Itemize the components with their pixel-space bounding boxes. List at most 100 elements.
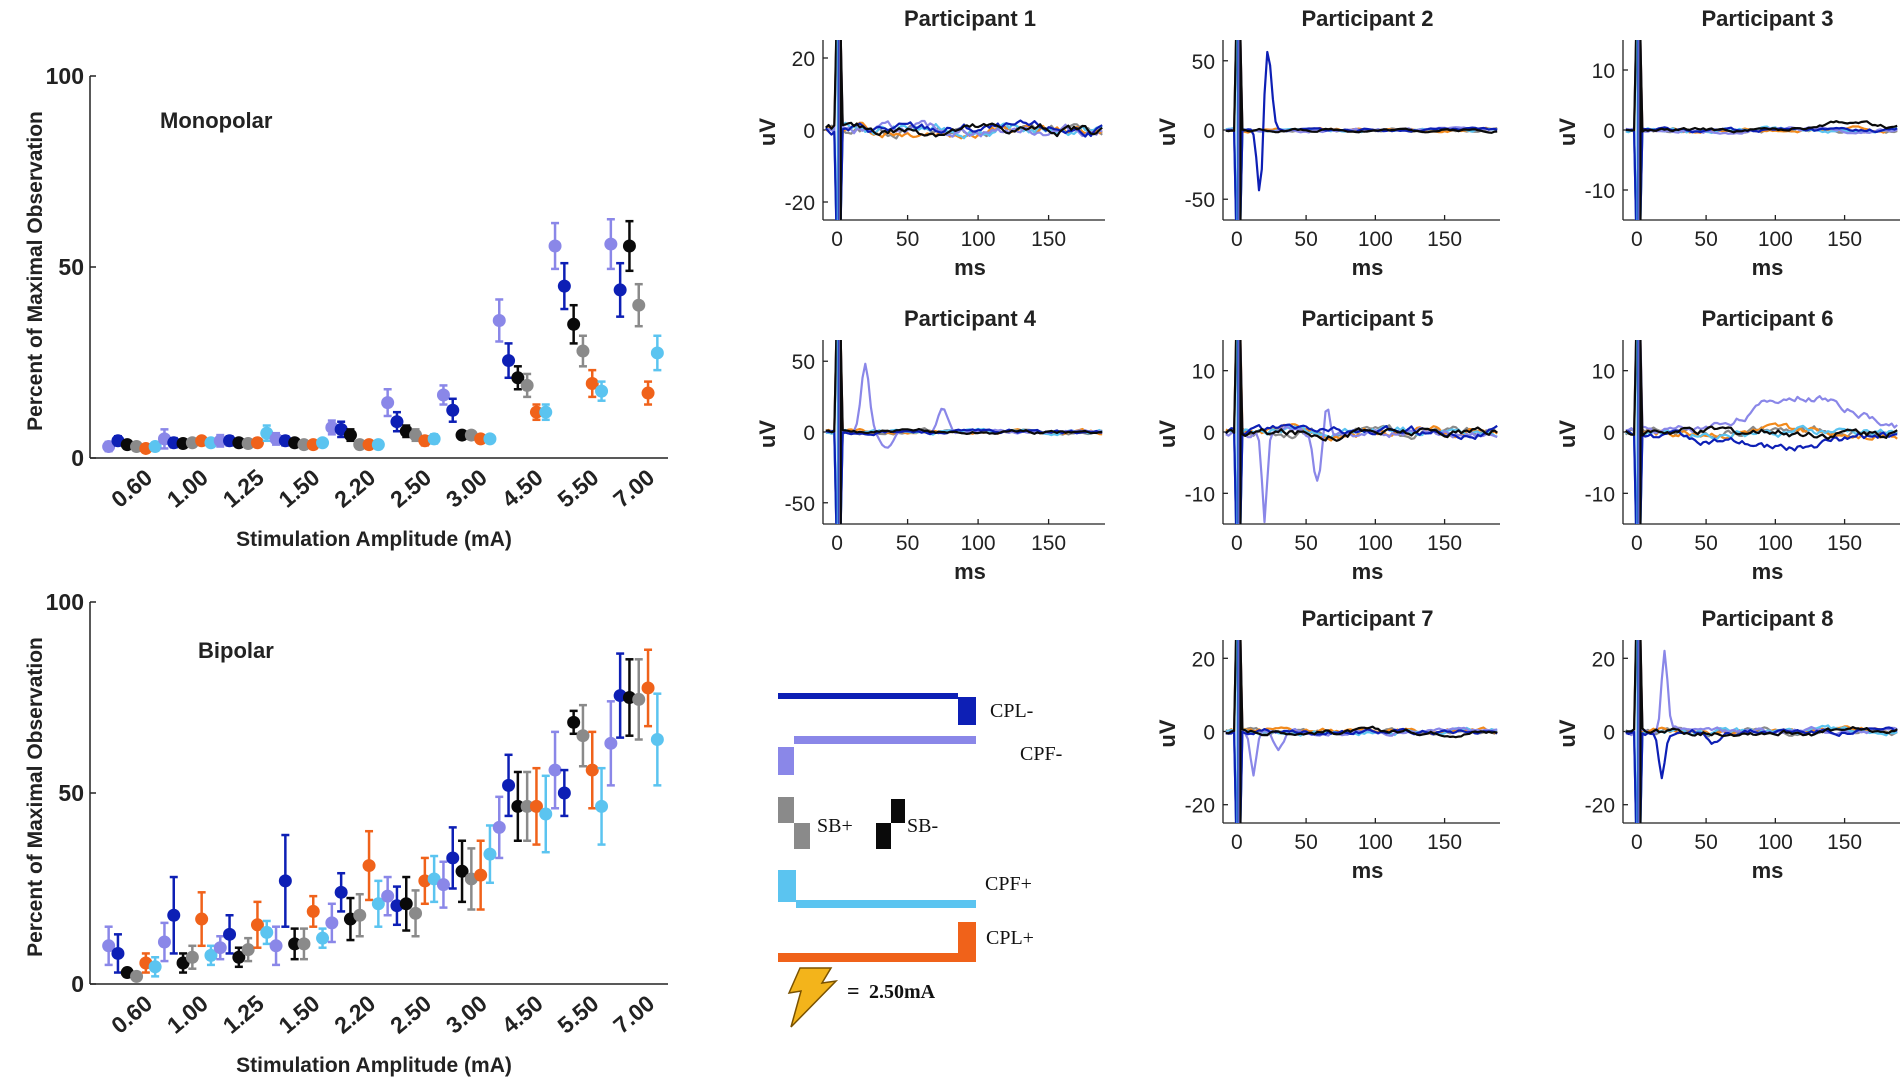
y-tick-label: 100 [46,63,84,89]
data-point [632,692,646,706]
lightning-bolt-icon [787,967,839,1028]
data-point [455,428,469,442]
data-point [306,904,320,918]
data-point [297,438,311,452]
trace-line [825,40,1103,138]
y-tick-label: 0 [803,422,815,445]
panel-title: Participant 8 [1701,606,1833,631]
data-point [632,298,646,312]
panel-title: Participant 3 [1701,6,1833,31]
x-axis-label: ms [1752,858,1784,883]
x-tick-label: 100 [961,228,996,251]
data-point [427,872,441,886]
monopolar-chart: 0 50 100 Monopolar Percent of Maximal Observ… [24,63,668,551]
data-point [409,428,423,442]
cpf-minus-pulse [778,747,794,775]
y-tick-label: 0 [71,971,84,997]
x-tick-label: 0.60 [106,464,157,513]
data-point [622,239,636,253]
y-tick-label: 0 [71,445,84,471]
data-point [641,681,655,695]
trace-line [825,340,1103,435]
data-point [520,378,534,392]
y-axis-label: uV [1155,719,1180,747]
data-point [260,925,274,939]
y-tick-label: 0 [803,120,815,143]
data-point [250,436,264,450]
x-tick-label: 2.20 [329,990,380,1039]
x-tick-label: 1.25 [218,464,269,513]
data-point [539,405,553,419]
x-tick-label: 100 [1358,228,1393,251]
data-point [483,847,497,861]
data-point [557,786,571,800]
y-axis-label: uV [755,118,780,146]
y-axis-label: uV [1155,118,1180,146]
trace-line [1225,40,1498,134]
data-point [362,438,376,452]
panel-title: Participant 4 [904,306,1037,331]
x-tick-label: 7.00 [608,464,659,513]
data-point [232,436,246,450]
x-tick-label: 1.25 [218,990,269,1039]
legend-cpl-minus: CPL- [990,700,1033,722]
trace-group [1625,640,1898,823]
x-tick-label: 150 [1427,532,1462,555]
data-point [371,438,385,452]
data-point [185,950,199,964]
y-tick-label: 50 [792,351,815,374]
legend-sb-plus: SB+ [817,815,853,837]
data-point [325,916,339,930]
x-tick-label: 1.00 [162,990,213,1039]
data-point [557,279,571,293]
data-point [520,799,534,813]
y-tick-label: 0 [1603,120,1615,143]
x-tick-label: 150 [1827,831,1862,854]
legend-amplitude: 2.50mA [869,981,936,1003]
x-tick-label: 100 [1758,831,1793,854]
x-tick-label: 5.50 [553,464,604,513]
data-point [399,897,413,911]
trace-group [1224,340,1498,524]
data-point [167,436,181,450]
data-point [436,878,450,892]
data-point [381,396,395,410]
data-point [130,969,144,983]
x-axis-label: ms [954,255,986,280]
y-axis-label: uV [1555,719,1580,747]
panel-title: Participant 6 [1701,306,1833,331]
trace-group [825,340,1103,524]
data-point [502,778,516,792]
x-axis-label: Stimulation Amplitude (mA) [236,1054,512,1077]
x-tick-label: 50 [1294,831,1317,854]
y-tick-label: -10 [1585,483,1615,506]
electrode-legend: CPL- CPF- SB+ SB- CPF+ CPL+ = 2.50mA [778,693,1062,1028]
data-point [148,440,162,454]
trace-line [1225,640,1498,735]
trace-group [1225,40,1498,220]
x-tick-label: 50 [1694,831,1717,854]
data-point [585,763,599,777]
x-tick-label: 50 [1694,532,1717,555]
legend-equals: = [847,978,860,1003]
bipolar-chart: 0 50 100 Bipolar Percent of Maximal Observat… [24,589,668,1077]
x-axis-label: ms [1352,559,1384,584]
data-point [353,908,367,922]
x-tick-label: 150 [1427,228,1462,251]
data-point [455,864,469,878]
data-point [316,436,330,450]
data-point [650,733,664,747]
data-point [390,415,404,429]
trace-line [1225,340,1498,442]
data-point [241,436,255,450]
legend-cpf-minus: CPF- [1020,743,1062,765]
cpf-minus-waveform [794,736,976,744]
trace-line [1225,340,1498,524]
data-point [427,432,441,446]
data-point [474,868,488,882]
data-point [576,344,590,358]
y-tick-label: 50 [58,254,84,280]
participant-panel: -50 0 50 0 50 100 150 Participant 4 ms uV [755,306,1105,584]
